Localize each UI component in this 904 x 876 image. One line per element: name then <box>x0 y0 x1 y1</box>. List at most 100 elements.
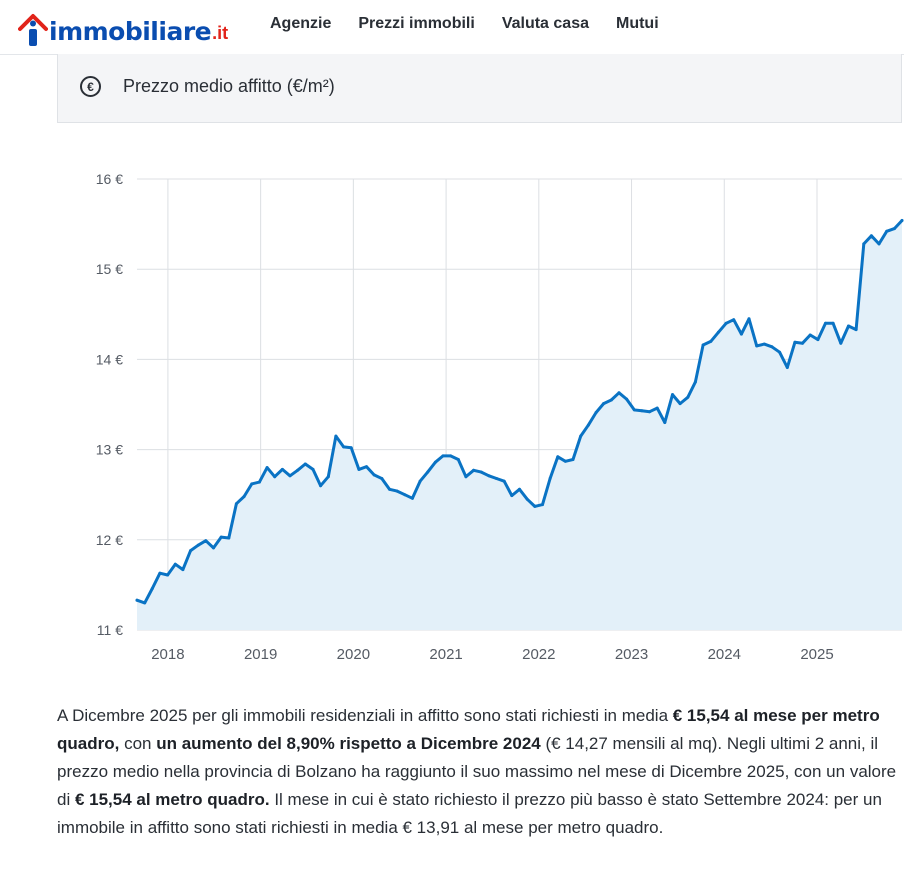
data-point <box>487 474 491 478</box>
data-point <box>204 539 208 543</box>
logo-tld: .it <box>212 23 229 43</box>
data-point <box>349 446 353 450</box>
data-point <box>869 234 873 238</box>
data-point <box>303 462 307 466</box>
data-point <box>701 343 705 347</box>
data-point <box>877 242 881 246</box>
data-point <box>778 350 782 354</box>
data-point <box>648 410 652 414</box>
data-point <box>426 470 430 474</box>
data-point <box>770 345 774 349</box>
description-text-4: Il mese in cui è stato richiesto il prez… <box>57 790 882 837</box>
data-point <box>747 317 751 321</box>
data-point <box>234 502 238 506</box>
description-text-2: con <box>119 734 157 753</box>
y-tick-label: 13 € <box>96 442 123 458</box>
immobiliare-logo[interactable]: immobiliare .it <box>18 8 228 48</box>
x-axis-ticks: 2018 2019 2020 2021 2022 2023 2024 2025 <box>151 646 833 663</box>
data-point <box>166 573 170 577</box>
data-point <box>227 536 231 540</box>
data-point <box>479 470 483 474</box>
y-tick-label: 14 € <box>96 351 123 367</box>
data-point <box>617 391 621 395</box>
data-point <box>816 338 820 342</box>
data-point <box>418 479 422 483</box>
data-point <box>762 342 766 346</box>
price-description: A Dicembre 2025 per gli immobili residen… <box>57 702 902 842</box>
data-point <box>716 330 720 334</box>
data-point <box>273 475 277 479</box>
data-point <box>212 546 215 550</box>
x-tick-label: 2023 <box>615 646 648 663</box>
description-bold-2: un aumento del 8,90% rispetto a Dicembre… <box>156 734 541 753</box>
data-point <box>502 479 506 483</box>
data-point <box>342 445 346 449</box>
data-point <box>655 406 659 410</box>
data-point <box>709 339 713 343</box>
data-point <box>311 467 315 471</box>
data-point <box>472 468 476 472</box>
y-tick-label: 15 € <box>96 261 123 277</box>
main-nav: Agenzie Prezzi immobili Valuta casa Mutu… <box>270 15 686 33</box>
data-point <box>150 587 154 590</box>
data-point <box>257 480 261 484</box>
data-point <box>793 340 797 344</box>
chart-panel-header: € Prezzo medio affitto (€/m²) <box>57 54 902 123</box>
data-point <box>625 397 629 401</box>
data-point <box>602 402 606 406</box>
data-point <box>808 333 812 337</box>
data-point <box>632 408 636 412</box>
data-point <box>739 332 743 336</box>
data-point <box>189 549 193 553</box>
data-point <box>571 458 575 461</box>
price-chart: 16 € 15 € 14 € 13 € 12 € 11 € 2018 2019 2020 202… <box>96 171 904 663</box>
data-point <box>724 321 728 325</box>
data-point <box>265 466 269 470</box>
data-point <box>495 477 498 480</box>
data-point <box>885 229 889 233</box>
nav-agenzie[interactable]: Agenzie <box>270 15 332 32</box>
data-point <box>579 434 583 438</box>
data-point <box>663 421 667 424</box>
data-point <box>181 568 185 572</box>
data-point <box>525 497 529 501</box>
data-point <box>326 475 330 479</box>
data-point <box>143 601 147 605</box>
description-text-1: A Dicembre 2025 per gli immobili residen… <box>57 706 673 725</box>
data-point <box>801 341 804 345</box>
y-tick-label: 11 € <box>97 622 123 638</box>
data-point <box>862 242 866 246</box>
data-point <box>464 475 468 479</box>
data-point <box>533 504 537 508</box>
data-point <box>403 493 407 497</box>
data-point <box>380 477 384 480</box>
data-point <box>388 487 391 491</box>
nav-prezzi-immobili[interactable]: Prezzi immobili <box>358 15 475 32</box>
logo-text: immobiliare <box>49 17 212 46</box>
data-point <box>785 366 789 369</box>
data-point <box>510 494 514 498</box>
x-tick-label: 2024 <box>708 646 741 663</box>
data-point <box>135 598 139 602</box>
data-point <box>548 477 552 480</box>
data-point <box>456 458 460 461</box>
description-bold-3: € 15,54 al metro quadro. <box>74 790 270 809</box>
chart-title: Prezzo medio affitto (€/m²) <box>123 76 335 96</box>
data-point <box>365 465 368 469</box>
data-point <box>296 468 300 472</box>
data-point <box>433 460 437 464</box>
data-point <box>288 474 292 478</box>
data-point <box>693 380 697 384</box>
x-tick-label: 2021 <box>429 646 462 663</box>
data-point <box>831 321 835 325</box>
data-point <box>242 495 246 498</box>
data-point <box>671 393 674 397</box>
data-point <box>395 489 399 493</box>
x-tick-label: 2019 <box>244 646 277 663</box>
nav-valuta-casa[interactable]: Valuta casa <box>501 15 589 32</box>
data-point <box>847 324 850 328</box>
data-point <box>250 482 254 486</box>
nav-mutui[interactable]: Mutui <box>615 15 659 32</box>
data-point <box>824 321 827 325</box>
x-tick-label: 2020 <box>337 646 370 663</box>
